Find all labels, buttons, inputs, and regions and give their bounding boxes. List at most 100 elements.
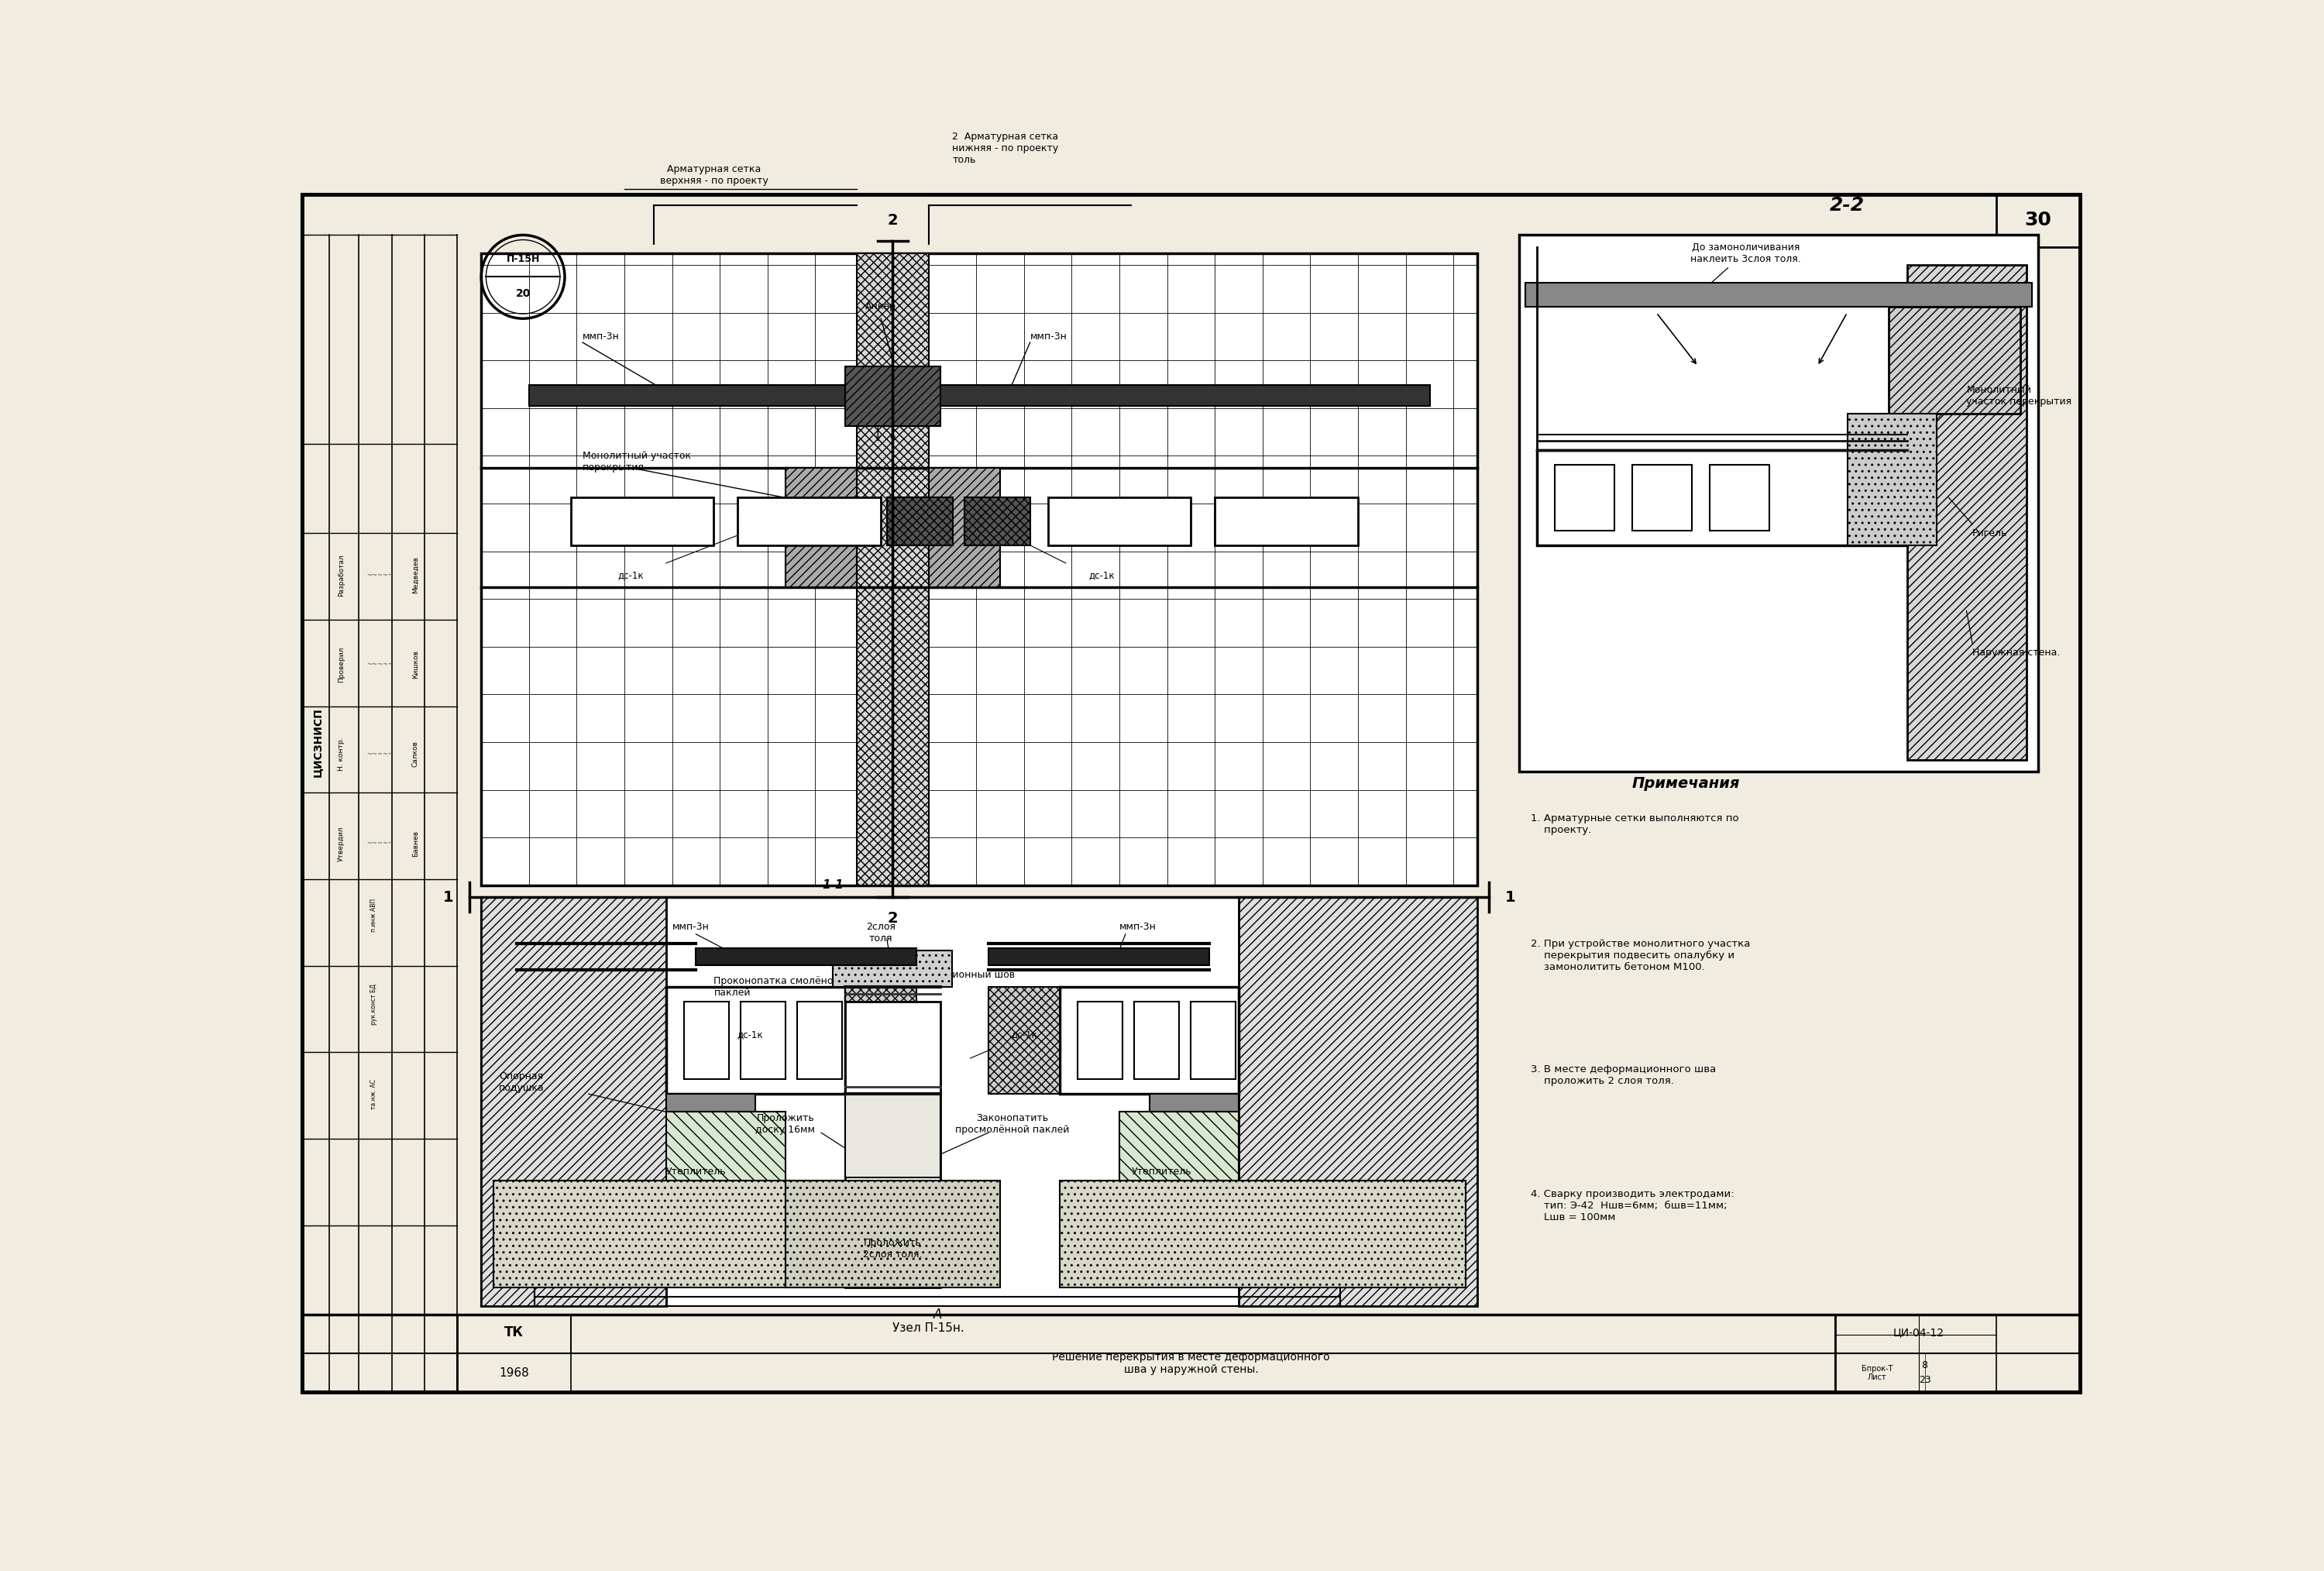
Bar: [786, 468, 858, 588]
Text: 4. Сварку производить электродами:
    тип: Э-42  Ншв=6мм;  бшв=11мм;
    Lшв = : 4. Сварку производить электродами: тип: …: [1532, 1189, 1734, 1222]
Bar: [481, 897, 667, 1306]
Text: 2. При устройстве монолитного участка
    перекрытия подвесить опалубку и
    за: 2. При устройстве монолитного участка пе…: [1532, 939, 1750, 972]
Text: Анкер: Анкер: [865, 302, 897, 311]
Bar: [1078, 1002, 1122, 1079]
Bar: [1215, 498, 1357, 545]
Text: ~~~~~: ~~~~~: [367, 751, 393, 757]
Bar: [846, 1093, 941, 1178]
Text: Узел П-15н.: Узел П-15н.: [892, 1321, 964, 1334]
Text: п.инж АВП: п.инж АВП: [370, 899, 376, 932]
Text: Проконопатка смолёной
паклей: Проконопатка смолёной паклей: [713, 976, 839, 998]
Bar: [1836, 1354, 1996, 1392]
Bar: [846, 366, 941, 426]
Bar: [1848, 415, 1936, 545]
Bar: [667, 1112, 786, 1232]
Bar: [1134, 1002, 1178, 1079]
Bar: [1520, 236, 2038, 771]
Text: Проложить
доску 16мм: Проложить доску 16мм: [755, 1112, 816, 1134]
Text: ммп-3н: ммп-3н: [672, 922, 709, 932]
Bar: [1060, 987, 1239, 1093]
Bar: [846, 1002, 941, 1288]
Text: 2: 2: [888, 911, 897, 925]
Text: дс-1к: дс-1к: [1088, 570, 1116, 580]
Bar: [988, 949, 1208, 965]
Text: 3. В месте деформационного шва
    проложить 2 слоя толя.: 3. В месте деформационного шва проложить…: [1532, 1064, 1717, 1086]
Bar: [1048, 498, 1190, 545]
Bar: [1150, 1093, 1239, 1112]
Bar: [1060, 1180, 1466, 1288]
Bar: [1120, 1112, 1239, 1232]
Bar: [667, 987, 846, 1093]
Text: Утеплитель: Утеплитель: [1132, 1167, 1192, 1177]
Bar: [572, 498, 713, 545]
Bar: [458, 1315, 572, 1354]
Text: Медведев: Медведев: [411, 556, 418, 594]
Text: рук.конст БД: рук.конст БД: [370, 983, 376, 1026]
Text: 2  Арматурная сетка
нижняя - по проекту
толь: 2 Арматурная сетка нижняя - по проекту т…: [953, 132, 1060, 165]
Bar: [930, 468, 999, 588]
Bar: [737, 498, 881, 545]
Text: Н. контр.: Н. контр.: [337, 737, 344, 771]
Text: 1: 1: [444, 889, 453, 905]
Text: Ригель: Ригель: [1973, 528, 2008, 539]
Bar: [1555, 465, 1615, 531]
Text: Утвердил: Утвердил: [337, 826, 344, 861]
Text: 1. Арматурные сетки выполняются по
    проекту.: 1. Арматурные сетки выполняются по проек…: [1532, 814, 1738, 836]
Bar: [667, 1093, 755, 1112]
Text: Бавнев: Бавнев: [411, 831, 418, 856]
Text: ЦИ-04-12: ЦИ-04-12: [1894, 1327, 1945, 1338]
Bar: [1889, 306, 2020, 415]
Text: До замоноличивания
наклеить 3слоя толя.: До замоноличивания наклеить 3слоя толя.: [1690, 242, 1801, 264]
Text: ~~~~~: ~~~~~: [367, 840, 393, 847]
Text: 2: 2: [888, 212, 897, 228]
Text: дс-1к: дс-1к: [618, 570, 644, 580]
Bar: [988, 987, 1060, 1093]
Text: ммп-3н: ммп-3н: [1120, 922, 1157, 932]
Text: Законопатить
просмолённой паклей: Законопатить просмолённой паклей: [955, 1112, 1069, 1134]
Bar: [1239, 897, 1478, 1306]
Bar: [1996, 195, 2080, 247]
Bar: [832, 950, 953, 987]
Text: Наружная стена.: Наружная стена.: [1973, 647, 2061, 658]
Text: дс-1к: дс-1к: [1011, 1029, 1037, 1040]
Text: Проложить
2слоя толя.: Проложить 2слоя толя.: [862, 1238, 923, 1260]
Text: Разработал: Разработал: [337, 555, 344, 597]
Text: Примечания: Примечания: [1631, 776, 1741, 792]
Text: Деформационный шов: Деформационный шов: [899, 969, 1016, 980]
Bar: [458, 1354, 572, 1392]
Text: 1-1: 1-1: [823, 880, 844, 891]
Text: ммп-3н: ммп-3н: [1030, 331, 1067, 341]
Text: 23: 23: [1920, 1375, 1931, 1386]
Text: ~~~~~: ~~~~~: [367, 572, 393, 578]
Text: Кишков: Кишков: [411, 650, 418, 679]
Text: 8: 8: [1922, 1360, 1929, 1370]
Bar: [1525, 283, 2031, 306]
Text: Монолитный участок
перекрытия: Монолитный участок перекрытия: [583, 451, 690, 473]
Text: 1: 1: [1506, 889, 1515, 905]
Bar: [481, 253, 1478, 884]
Text: А: А: [934, 1307, 941, 1321]
Bar: [683, 1002, 730, 1079]
Text: 1968: 1968: [500, 1367, 530, 1379]
Text: ~~~~~: ~~~~~: [367, 661, 393, 668]
Text: 2слоя
толя: 2слоя толя: [867, 922, 895, 944]
Bar: [1631, 465, 1692, 531]
Bar: [858, 253, 930, 884]
Bar: [1836, 1315, 1996, 1354]
Text: Салков: Салков: [411, 742, 418, 767]
Text: ммп-3н: ммп-3н: [583, 331, 621, 341]
Bar: [1906, 265, 2027, 760]
Bar: [481, 897, 1478, 1306]
Bar: [888, 498, 953, 545]
Text: Решение перекрытия в месте деформационного
шва у наружной стены.: Решение перекрытия в месте деформационно…: [1053, 1353, 1329, 1375]
Bar: [1710, 465, 1769, 531]
Text: Бпрок-Т
Лист: Бпрок-Т Лист: [1862, 1365, 1892, 1381]
Bar: [1536, 449, 1906, 545]
Bar: [846, 987, 916, 1093]
Text: дс-1к: дс-1к: [737, 1029, 762, 1040]
Text: П-15Н: П-15Н: [507, 255, 539, 264]
Text: Утеплитель: Утеплитель: [667, 1167, 727, 1177]
Text: 2-2: 2-2: [1829, 196, 1864, 215]
Text: ТК: ТК: [504, 1326, 523, 1340]
Bar: [930, 385, 1429, 407]
